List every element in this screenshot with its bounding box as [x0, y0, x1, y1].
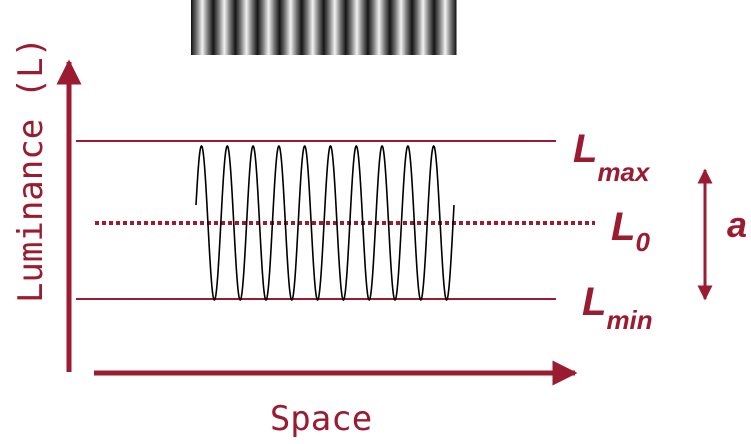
l-0-label: L0	[611, 205, 650, 257]
l-max-label: Lmax	[573, 127, 651, 187]
grating-stripe	[235, 0, 258, 55]
grating-stripe	[367, 0, 391, 55]
grating-stripe	[433, 0, 457, 55]
amplitude-label: a	[727, 204, 747, 245]
grating-image	[191, 0, 457, 55]
grating-stripe	[389, 0, 413, 55]
grating-stripe	[301, 0, 324, 55]
x-axis-label: Space	[270, 399, 372, 439]
l-min-label: Lmin	[582, 280, 653, 335]
grating-stripe	[411, 0, 435, 55]
y-axis-label: Luminance (L)	[11, 37, 51, 303]
grating-stripe	[213, 0, 236, 55]
grating-stripe	[345, 0, 369, 55]
grating-stripe	[257, 0, 280, 55]
sine-wave	[195, 144, 455, 301]
grating-stripe	[191, 0, 214, 55]
grating-stripe	[279, 0, 302, 55]
grating-stripe	[323, 0, 347, 55]
